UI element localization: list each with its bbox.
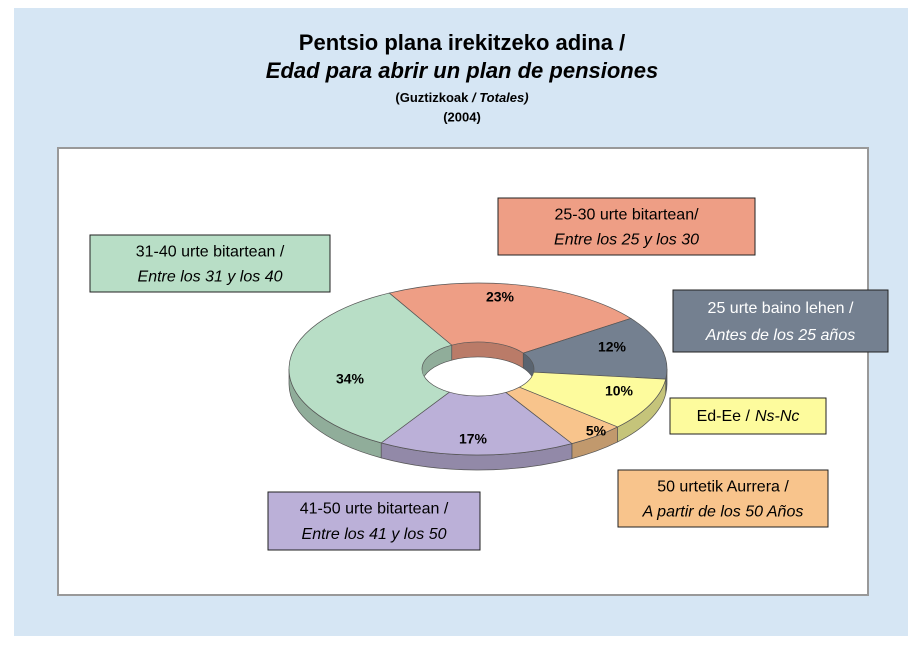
legend-label: Entre los 41 y los 50 [302,526,447,543]
legend-label-part: Ed-Ee / [697,408,751,425]
value-label: 12% [598,339,627,355]
legend-label: Ed-Ee / Ns-Nc [697,408,800,425]
legend-label-part: Ns-Nc [755,408,799,425]
chart-year: (2004) [443,109,481,124]
value-label: 34% [336,371,365,387]
slice [380,391,573,456]
legend-box [617,469,829,528]
legend-box [672,289,889,353]
value-label: 23% [486,289,515,305]
legend-label: 25-30 urte bitartean/ [554,206,699,223]
legend-label: 50 urtetik Aurrera / [657,478,789,495]
legend-box [89,234,331,293]
legend-box [669,397,827,435]
legend-label: Entre los 25 y los 30 [554,231,699,248]
chart-note: (Guztizkoak / Totales) [395,90,528,105]
legend-label: Antes de los 25 años [705,327,855,344]
chart-subtitle: Edad para abrir un plan de pensiones [266,58,658,83]
note-part: (Guztizkoak [395,90,469,105]
slice [288,292,453,444]
legend-label: 41-50 urte bitartean / [300,501,449,518]
slice [518,371,667,428]
legend-box [497,197,756,256]
chart-title: Pentsio plana irekitzeko adina / [299,30,625,55]
value-label: 10% [605,383,634,399]
legend-label: Entre los 31 y los 40 [138,268,283,285]
value-label: 5% [586,423,607,439]
legend-label: 31-40 urte bitartean / [136,243,285,260]
value-label: 17% [459,431,488,447]
legend-box [267,491,481,551]
legend-label: 25 urte baino lehen / [708,300,854,317]
note-part: / Totales) [471,90,529,105]
legend-label: A partir de los 50 Años [642,503,804,520]
